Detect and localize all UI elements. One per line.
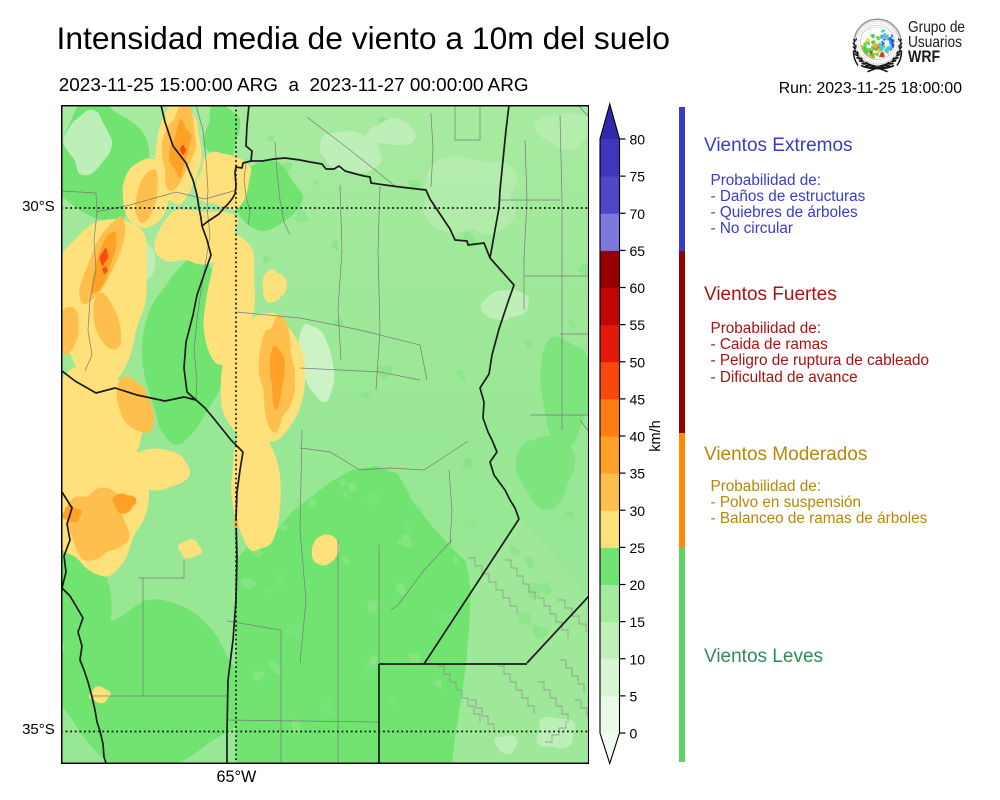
svg-text:0: 0 [630, 726, 638, 742]
svg-text:65: 65 [630, 243, 646, 259]
svg-text:45: 45 [630, 391, 646, 407]
svg-text:60: 60 [630, 280, 646, 296]
svg-text:15: 15 [630, 614, 646, 630]
svg-text:70: 70 [630, 206, 646, 222]
svg-text:10: 10 [630, 651, 646, 667]
svg-text:55: 55 [630, 317, 646, 333]
svg-text:75: 75 [630, 169, 646, 185]
svg-text:20: 20 [630, 577, 646, 593]
svg-text:30: 30 [630, 503, 646, 519]
svg-text:50: 50 [630, 354, 646, 370]
svg-text:5: 5 [630, 688, 638, 704]
svg-text:25: 25 [630, 540, 646, 556]
svg-text:35: 35 [630, 466, 646, 482]
svg-text:40: 40 [630, 429, 646, 445]
svg-text:km/h: km/h [648, 420, 664, 451]
svg-text:80: 80 [630, 132, 646, 148]
